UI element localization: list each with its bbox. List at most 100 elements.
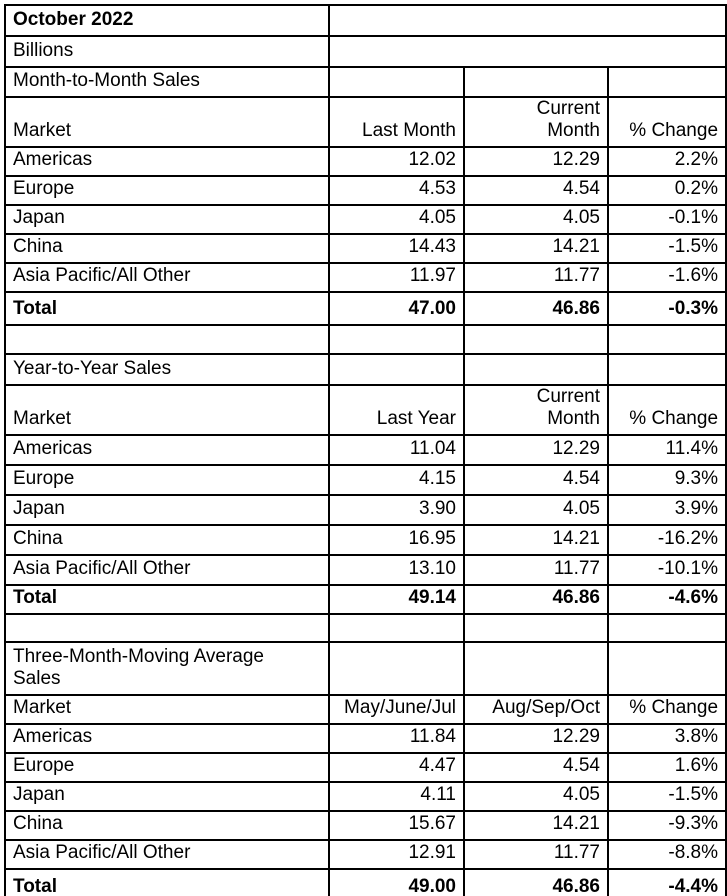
data-row-china: China 16.95 14.21 -16.2% — [4, 524, 727, 556]
spacer-row — [4, 613, 727, 643]
pct-change-cell: 3.9% — [606, 494, 727, 526]
total-period1-cell: 49.14 — [328, 584, 465, 615]
period2-value-cell: 11.77 — [463, 839, 609, 870]
period2-value-cell: 4.54 — [463, 464, 609, 496]
total-pct-change-cell: -4.4% — [606, 868, 727, 896]
pct-change-cell: -1.6% — [606, 262, 727, 293]
period1-value-cell: 12.91 — [328, 839, 465, 870]
empty-cell — [463, 613, 609, 643]
data-row-asia-pacific-all-other: Asia Pacific/All Other 12.91 11.77 -8.8% — [4, 839, 727, 870]
column-header-row: Market May/June/Jul Aug/Sep/Oct% Change — [4, 694, 727, 725]
period1-column-header: Last Year — [328, 384, 465, 436]
pct-change-cell: 1.6% — [606, 752, 727, 783]
empty-cell — [606, 353, 727, 386]
market-cell: Asia Pacific/All Other — [4, 262, 330, 293]
pct-change-cell: -1.5% — [606, 781, 727, 812]
section-title: Three-Month-Moving Average Sales — [4, 641, 330, 696]
period2-column-header: Aug/Sep/Oct — [463, 694, 609, 725]
pct-change-cell: -10.1% — [606, 554, 727, 586]
pct-change-cell: 9.3% — [606, 464, 727, 496]
total-label-cell: Total — [4, 291, 330, 326]
period1-value-cell: 15.67 — [328, 810, 465, 841]
data-row-europe: Europe 4.15 4.54 9.3% — [4, 464, 727, 496]
total-period2-cell: 46.86 — [463, 868, 609, 896]
period2-value-cell: 4.54 — [463, 752, 609, 783]
pct-change-column-header: % Change — [606, 96, 727, 148]
data-row-americas: Americas 11.84 12.29 3.8% — [4, 723, 727, 754]
section-title-row-three-month-moving-average: Three-Month-Moving Average Sales — [4, 641, 727, 696]
units-label: Billions — [4, 35, 330, 68]
pct-change-cell: 0.2% — [606, 175, 727, 206]
market-cell: China — [4, 810, 330, 841]
data-row-japan: Japan 4.11 4.05 -1.5% — [4, 781, 727, 812]
empty-cell — [463, 353, 609, 386]
empty-cell — [328, 324, 465, 355]
market-cell: Japan — [4, 204, 330, 235]
period1-value-cell: 4.15 — [328, 464, 465, 496]
total-row: Total 47.00 46.86 -0.3% — [4, 291, 727, 326]
section-title-row-year-to-year-sales: Year-to-Year Sales — [4, 353, 727, 386]
period1-value-cell: 4.53 — [328, 175, 465, 206]
total-period2-cell: 46.86 — [463, 291, 609, 326]
section-title-row-month-to-month-sales: Month-to-Month Sales — [4, 66, 727, 98]
period1-value-cell: 3.90 — [328, 494, 465, 526]
section-title: Month-to-Month Sales — [4, 66, 330, 98]
report-month-row: October 2022 — [4, 4, 727, 37]
period2-value-cell: 14.21 — [463, 810, 609, 841]
pct-change-cell: -8.8% — [606, 839, 727, 870]
market-cell: China — [4, 524, 330, 556]
market-cell: Europe — [4, 175, 330, 206]
period1-value-cell: 11.04 — [328, 434, 465, 466]
report-month: October 2022 — [4, 4, 330, 37]
data-row-japan: Japan 4.05 4.05 -0.1% — [4, 204, 727, 235]
period1-value-cell: 4.05 — [328, 204, 465, 235]
total-period1-cell: 47.00 — [328, 291, 465, 326]
period1-column-header: Last Month — [328, 96, 465, 148]
market-column-header: Market — [4, 694, 330, 725]
total-period1-cell: 49.00 — [328, 868, 465, 896]
period1-value-cell: 13.10 — [328, 554, 465, 586]
market-cell: Japan — [4, 494, 330, 526]
period2-value-cell: 12.29 — [463, 434, 609, 466]
data-row-japan: Japan 3.90 4.05 3.9% — [4, 494, 727, 526]
period2-value-cell: 4.05 — [463, 781, 609, 812]
empty-cell — [606, 66, 727, 98]
total-row: Total 49.14 46.86 -4.6% — [4, 584, 727, 615]
data-row-china: China 15.67 14.21 -9.3% — [4, 810, 727, 841]
period2-value-cell: 4.05 — [463, 494, 609, 526]
total-label-cell: Total — [4, 584, 330, 615]
period1-value-cell: 4.47 — [328, 752, 465, 783]
pct-change-cell: -9.3% — [606, 810, 727, 841]
empty-cell — [327, 35, 727, 68]
period2-value-cell: 12.29 — [463, 723, 609, 754]
market-cell: China — [4, 233, 330, 264]
column-header-row: Market Last Year Current Month% Change — [4, 384, 727, 436]
market-cell: Europe — [4, 752, 330, 783]
total-row: Total 49.00 46.86 -4.4% — [4, 868, 727, 896]
empty-cell — [606, 613, 727, 643]
data-row-americas: Americas 12.02 12.29 2.2% — [4, 146, 727, 177]
data-row-americas: Americas 11.04 12.29 11.4% — [4, 434, 727, 466]
period2-value-cell: 14.21 — [463, 524, 609, 556]
market-cell: Americas — [4, 723, 330, 754]
report-table: October 2022 Billions Month-to-Month Sales… — [4, 4, 727, 896]
pct-change-cell: 3.8% — [606, 723, 727, 754]
pct-change-column-header: % Change — [606, 694, 727, 725]
period2-value-cell: 14.21 — [463, 233, 609, 264]
empty-cell — [4, 324, 330, 355]
total-period2-cell: 46.86 — [463, 584, 609, 615]
data-row-asia-pacific-all-other: Asia Pacific/All Other 11.97 11.77 -1.6% — [4, 262, 727, 293]
market-cell: Asia Pacific/All Other — [4, 839, 330, 870]
period2-value-cell: 4.54 — [463, 175, 609, 206]
market-column-header: Market — [4, 384, 330, 436]
period2-value-cell: 12.29 — [463, 146, 609, 177]
period2-column-header: Current Month — [463, 96, 609, 148]
empty-cell — [606, 324, 727, 355]
empty-cell — [327, 4, 727, 37]
pct-change-column-header: % Change — [606, 384, 727, 436]
period1-value-cell: 4.11 — [328, 781, 465, 812]
pct-change-cell: 2.2% — [606, 146, 727, 177]
market-cell: Europe — [4, 464, 330, 496]
spacer-row — [4, 324, 727, 355]
